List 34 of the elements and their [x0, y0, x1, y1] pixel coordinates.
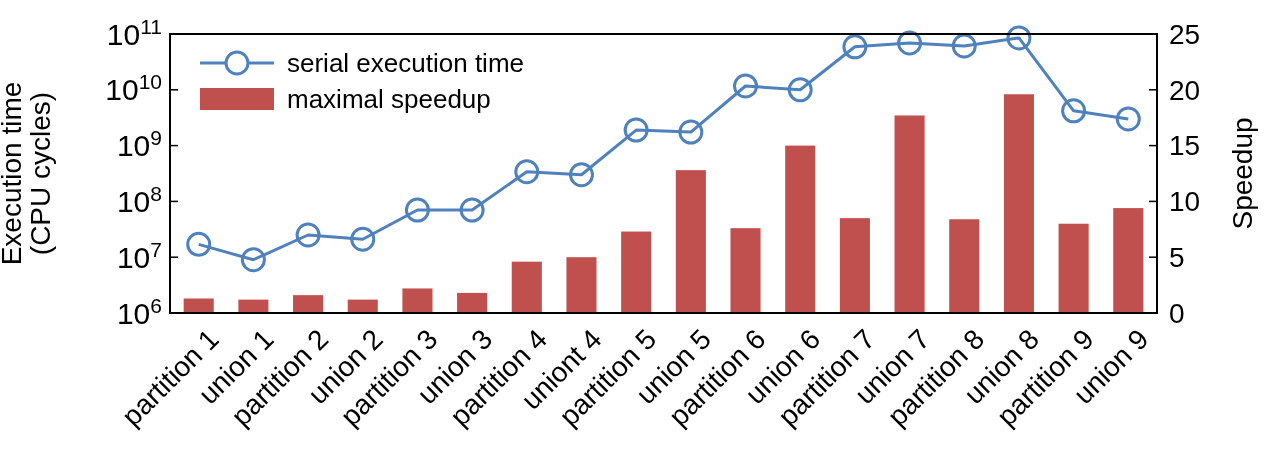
point	[897, 30, 923, 56]
y-tick-label: 10$^{7}$	[116, 237, 162, 274]
legend-label: serial execution time	[287, 48, 524, 79]
point	[240, 247, 266, 273]
point	[350, 226, 376, 252]
y2-axis-title: Speedup	[1227, 117, 1258, 230]
y-axis-title: Execution time (CPU cycles)	[0, 81, 57, 266]
point	[951, 33, 977, 59]
y2-tick-label: 5	[1169, 242, 1185, 273]
y-tick-label: 10$^{6}$	[116, 293, 162, 330]
y-tick-label: 10$^{8}$	[116, 181, 162, 218]
y2-tick-label: 0	[1169, 297, 1185, 329]
y-tick-label: 10$^{11}$	[106, 14, 162, 51]
point	[186, 231, 212, 257]
y2-tick-label: 25	[1169, 18, 1201, 50]
point	[1115, 106, 1141, 132]
y2-tick-label: 10	[1169, 186, 1201, 218]
point	[623, 117, 649, 143]
point	[842, 34, 868, 60]
y2-tick-label: 15	[1169, 130, 1201, 162]
point	[295, 222, 321, 248]
y2-tick-label: 20	[1169, 74, 1201, 106]
y-tick-label: 10$^{9}$	[116, 125, 162, 163]
point	[1061, 98, 1087, 124]
point	[404, 197, 430, 223]
point	[733, 73, 759, 99]
point	[459, 197, 485, 223]
point	[678, 119, 704, 145]
point	[1006, 25, 1032, 51]
legend-label: maximal speedup	[287, 84, 491, 115]
point	[568, 162, 594, 188]
point	[514, 159, 540, 185]
point	[787, 77, 813, 103]
y-tick-label: 10$^{10}$	[105, 69, 162, 107]
